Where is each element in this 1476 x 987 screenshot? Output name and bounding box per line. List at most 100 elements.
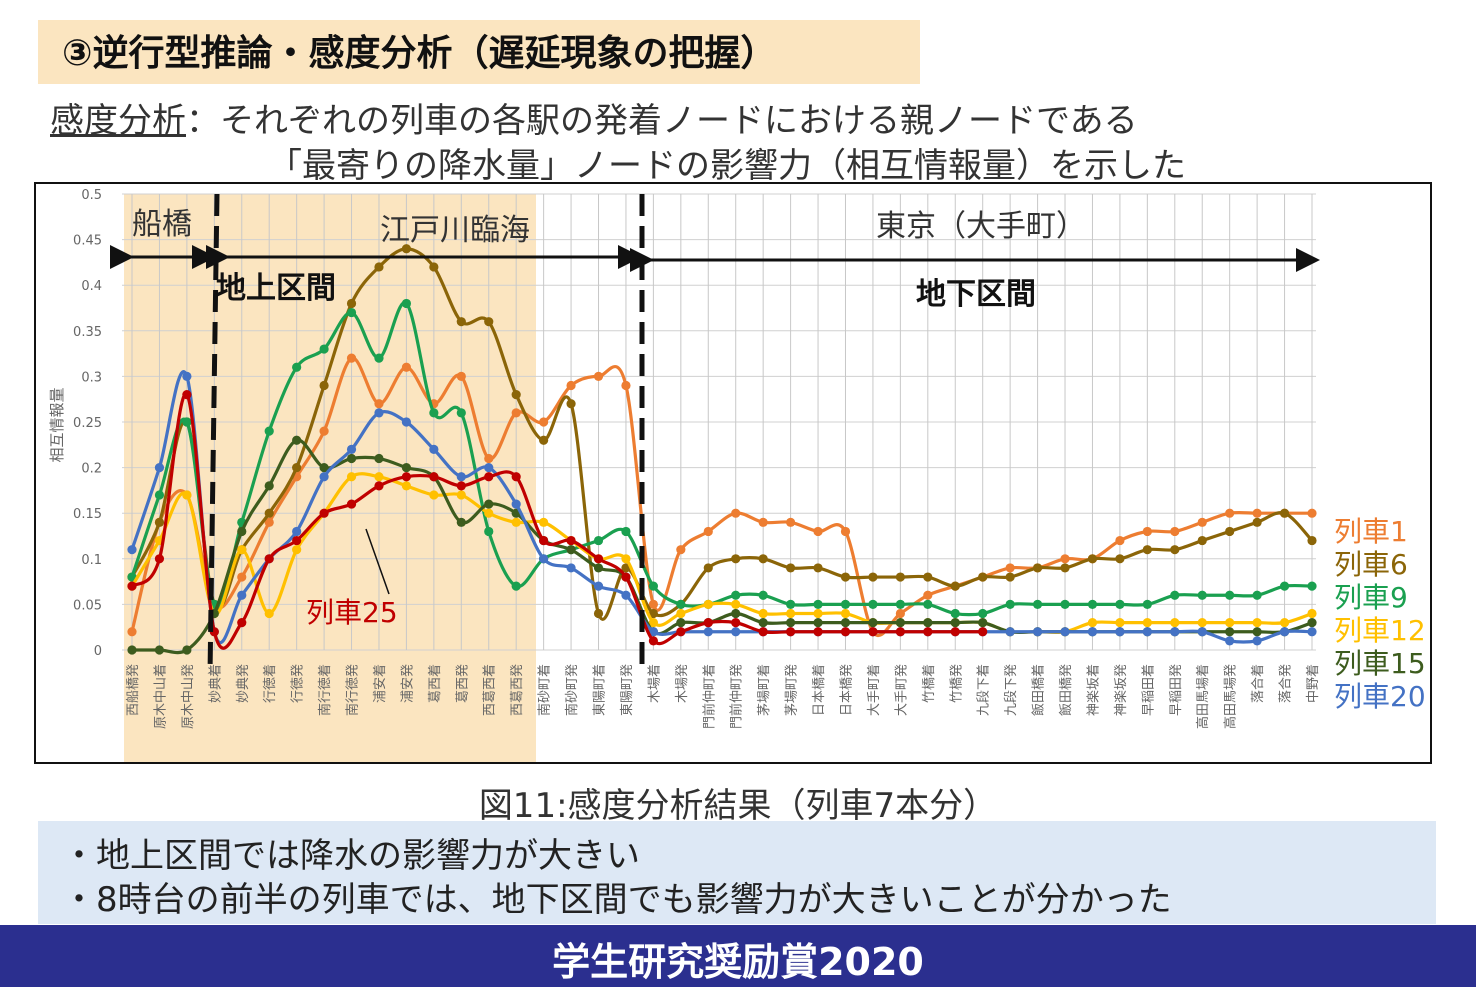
series-列車15-point [127,645,137,655]
series-列車6-point [154,517,165,527]
x-tick-label: 行徳着 [262,664,278,703]
series-列車25-point [621,572,631,582]
x-tick-label: 飯田橋発 [1059,664,1074,716]
x-tick-label: 茅場町着 [756,664,772,716]
x-tick-label: 神楽坂着 [1085,664,1101,716]
x-tick-label: 大手町発 [894,664,909,716]
series-列車15-point [484,499,494,509]
series-列車20-point [621,590,631,600]
series-列車20-point [1252,636,1262,646]
x-tick-label: 日本橋発 [839,664,854,716]
series-列車6-point [950,581,960,591]
series-列車12-point [786,608,796,619]
x-tick-label: 落合着 [1250,664,1266,703]
series-列車15-point [676,618,686,628]
series-列車6-point [1115,554,1125,564]
series-列車12-point [1279,618,1290,628]
series-列車6-point [593,608,604,619]
x-tick-label: 西葛西着 [482,664,498,716]
series-列車6-point [786,563,796,573]
series-列車6-point [346,298,357,309]
series-列車12-point [237,545,247,555]
series-列車6-point [1197,535,1207,546]
series-列車20-point [1005,627,1015,637]
series-列車25 [127,390,988,650]
series-列車9-point [1170,590,1180,600]
series-列車20-point [1225,636,1235,646]
x-tick-label: 大手町着 [866,664,882,716]
series-列車25-point [539,535,549,546]
y-tick-label: 0 [94,644,102,659]
series-列車9-point [758,590,768,600]
series-列車12-point [731,599,741,609]
series-列車9-point [621,526,631,537]
x-tick-label: 高田馬場発 [1223,664,1239,729]
series-列車9-point [648,581,658,591]
series-列車9-point [813,599,823,609]
x-tick-label: 日本橋着 [811,664,827,716]
series-列車6-point [648,608,658,619]
x-tick-label: 竹橋発 [949,664,964,703]
series-列車25-point [566,535,576,546]
series-列車9-point [1142,599,1152,609]
series-列車6-point [1307,535,1317,546]
series-列車6-point [539,435,549,445]
series-列車12-point [456,490,466,500]
series-列車1-point [1307,508,1317,518]
series-列車12-point [1170,618,1180,628]
series-列車1-point [456,371,466,381]
series-列車20-point [456,472,466,482]
series-列車9-point [511,581,521,591]
series-列車20-point [237,590,247,600]
x-tick-label: 門前仲町発 [729,664,745,729]
series-列車20-point [401,417,412,427]
x-tick-label: 神楽坂発 [1113,664,1129,716]
series-列車9-point [1087,599,1098,609]
series-列車20-point [374,408,384,418]
series-列車6-point [978,572,988,582]
y-tick-label: 0.35 [73,325,102,340]
x-tick-label: 早稲田着 [1140,664,1156,716]
note-1: ・地上区間では降水の影響力が大きい [62,836,640,876]
x-tick-label: 九段下発 [1004,664,1019,716]
series-列車20-point [511,499,521,509]
legend-item: 列車12 [1334,614,1426,647]
series-列車25-point [978,627,988,637]
series-列車1-point [319,426,329,436]
legend-item: 列車20 [1334,680,1426,713]
series-列車6-point [374,262,384,272]
series-列車1-point [813,526,823,537]
series-列車1-point [648,599,658,609]
series-列車12-point [401,481,412,491]
series-列車1-point [786,517,796,527]
series-列車20-point [1279,627,1290,637]
x-tick-label: 妙典着 [207,664,223,703]
chart-frame: 0 0.05 0.1 0.15 0.2 0.25 0.3 0.35 0.4 0.45 0.5 相互情… [34,182,1432,764]
series-列車12-point [182,490,192,500]
x-tick-label: 原木中山発 [181,664,196,729]
y-tick-label: 0.4 [81,279,102,294]
series-列車20-point [593,581,604,591]
x-tick-label: 九段下着 [976,664,992,716]
series-列車9-point [1197,590,1207,600]
region-label-tokyo: 東京（大手町） [876,209,1086,244]
section-label-underground: 地下区間 [916,277,1036,312]
series-列車25-point [676,627,686,637]
series-列車12-point [648,618,658,628]
series-列車9-point [1225,590,1235,600]
series-列車12-point [813,608,823,619]
series-列車25-point [895,627,905,637]
series-列車6-point [868,572,878,582]
series-列車20-point [1060,627,1070,637]
series-列車25-point [237,618,247,628]
x-tick-label: 行徳発 [291,664,306,703]
series-列車15-point [456,517,466,527]
series-列車20-point [1115,627,1125,637]
series-列車25-point [813,627,823,637]
series-列車20-point [1142,627,1152,637]
series-列車9-point [292,362,302,372]
series-列車12-point [676,608,686,619]
series-列車15-point [923,618,933,628]
series-列車15-point [758,618,768,628]
section-label-above-ground: 地上区間 [216,271,336,306]
